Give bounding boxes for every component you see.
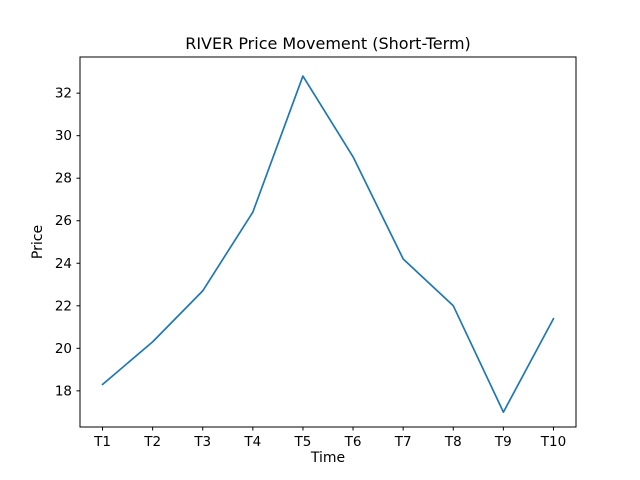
x-tick-label: T2 [143, 434, 161, 450]
y-tick-label: 22 [55, 298, 72, 314]
y-tick-label: 20 [55, 341, 72, 357]
x-tick-label: T3 [193, 434, 211, 450]
y-tick-label: 30 [55, 128, 72, 144]
x-axis-ticks: T1 T2 T3 T4 T5 T6 T7 T8 T9 T10 [93, 427, 566, 450]
y-tick-label: 32 [55, 86, 72, 102]
y-tick-label: 28 [55, 171, 72, 187]
y-tick-label: 26 [55, 213, 72, 229]
y-tick-label: 18 [55, 383, 72, 399]
x-tick-label: T10 [540, 434, 566, 450]
x-tick-label: T7 [394, 434, 412, 450]
x-tick-label: T5 [294, 434, 312, 450]
y-axis-ticks: 18 20 22 24 26 28 30 32 [55, 86, 80, 399]
chart-title: RIVER Price Movement (Short-Term) [185, 34, 471, 53]
y-tick-label: 24 [55, 256, 72, 272]
x-tick-label: T9 [494, 434, 512, 450]
price-series-line [101, 75, 555, 413]
x-tick-label: T6 [344, 434, 362, 450]
y-axis-label: Price [30, 225, 46, 259]
x-tick-label: T1 [93, 434, 111, 450]
x-tick-label: T8 [444, 434, 462, 450]
x-axis-label: Time [310, 450, 345, 466]
x-tick-label: T4 [243, 434, 261, 450]
plot-area [79, 56, 577, 428]
